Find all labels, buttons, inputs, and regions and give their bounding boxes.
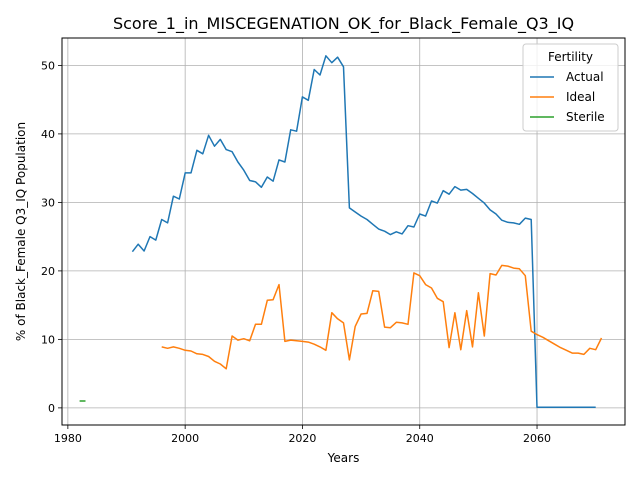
y-axis-label: % of Black_Female Q3_IQ Population [14,122,28,341]
y-tick-label: 50 [41,59,55,72]
chart-title: Score_1_in_MISCEGENATION_OK_for_Black_Fe… [113,14,574,34]
series-layer [79,55,603,408]
legend-label-sterile: Sterile [566,110,605,124]
plot-frame [61,37,626,426]
y-axis-ticks: 0 10 20 30 40 50 [41,59,62,415]
y-tick-label: 20 [41,265,55,278]
legend-title: Fertility [548,50,593,64]
x-tick-label: 2060 [523,432,551,445]
y-tick-label: 0 [48,402,55,415]
x-tick-label: 2000 [171,432,199,445]
x-tick-label: 2020 [288,432,316,445]
legend-entries: Actual Ideal Sterile [530,70,605,124]
series-line-ideal [161,264,603,370]
x-axis-label: Years [327,451,360,465]
legend: Fertility Actual Ideal Sterile [522,43,619,132]
y-tick-label: 30 [41,196,55,209]
legend-label-ideal: Ideal [566,90,595,104]
legend-label-actual: Actual [566,70,604,84]
x-tick-label: 2040 [406,432,434,445]
y-tick-label: 10 [41,333,55,346]
x-tick-label: 1980 [54,432,82,445]
legend-box [522,43,619,132]
x-axis-ticks: 1980 2000 2020 2040 2060 [54,425,551,445]
y-tick-label: 40 [41,128,55,141]
series-line-actual [131,55,596,408]
